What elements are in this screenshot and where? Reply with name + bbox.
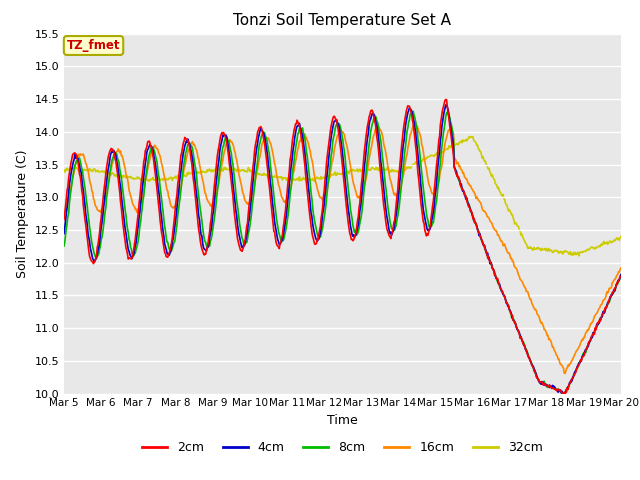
32cm [426,153,434,159]
2cm [617,274,625,279]
Y-axis label: Soil Temperature (C): Soil Temperature (C) [16,149,29,278]
2cm [127,256,135,262]
2cm [559,391,566,396]
16cm [60,211,68,216]
4cm [617,272,625,277]
16cm [617,265,625,271]
4cm [127,254,135,260]
4cm [184,136,192,142]
16cm [184,149,192,155]
Line: 16cm: 16cm [64,122,621,373]
Text: TZ_fmet: TZ_fmet [67,39,120,52]
8cm [410,108,417,114]
2cm [184,138,192,144]
2cm [426,222,434,228]
32cm [214,166,221,171]
Line: 4cm: 4cm [64,105,621,394]
2cm [442,96,450,102]
8cm [60,243,68,249]
Line: 2cm: 2cm [64,99,621,394]
32cm [617,234,625,240]
16cm [561,371,569,376]
4cm [60,231,68,237]
2cm [60,217,68,223]
Line: 32cm: 32cm [64,136,621,256]
2cm [70,150,78,156]
Title: Tonzi Soil Temperature Set A: Tonzi Soil Temperature Set A [234,13,451,28]
8cm [70,166,78,172]
16cm [410,122,418,128]
4cm [559,391,566,396]
8cm [617,275,625,280]
32cm [575,253,583,259]
4cm [442,102,450,108]
16cm [70,170,78,176]
8cm [127,246,135,252]
8cm [428,223,435,228]
32cm [60,168,68,173]
32cm [127,175,135,181]
32cm [184,172,192,178]
4cm [410,119,418,124]
8cm [559,391,567,397]
Legend: 2cm, 4cm, 8cm, 16cm, 32cm: 2cm, 4cm, 8cm, 16cm, 32cm [137,436,548,459]
4cm [214,169,221,175]
8cm [214,189,221,195]
8cm [184,142,192,147]
32cm [410,162,418,168]
2cm [410,128,418,134]
Line: 8cm: 8cm [64,111,621,394]
16cm [127,195,135,201]
16cm [214,185,221,191]
8cm [411,114,419,120]
32cm [70,165,78,170]
X-axis label: Time: Time [327,414,358,427]
16cm [412,120,419,125]
4cm [70,157,78,163]
16cm [428,188,435,193]
2cm [214,153,221,159]
32cm [467,133,474,139]
4cm [426,226,434,231]
